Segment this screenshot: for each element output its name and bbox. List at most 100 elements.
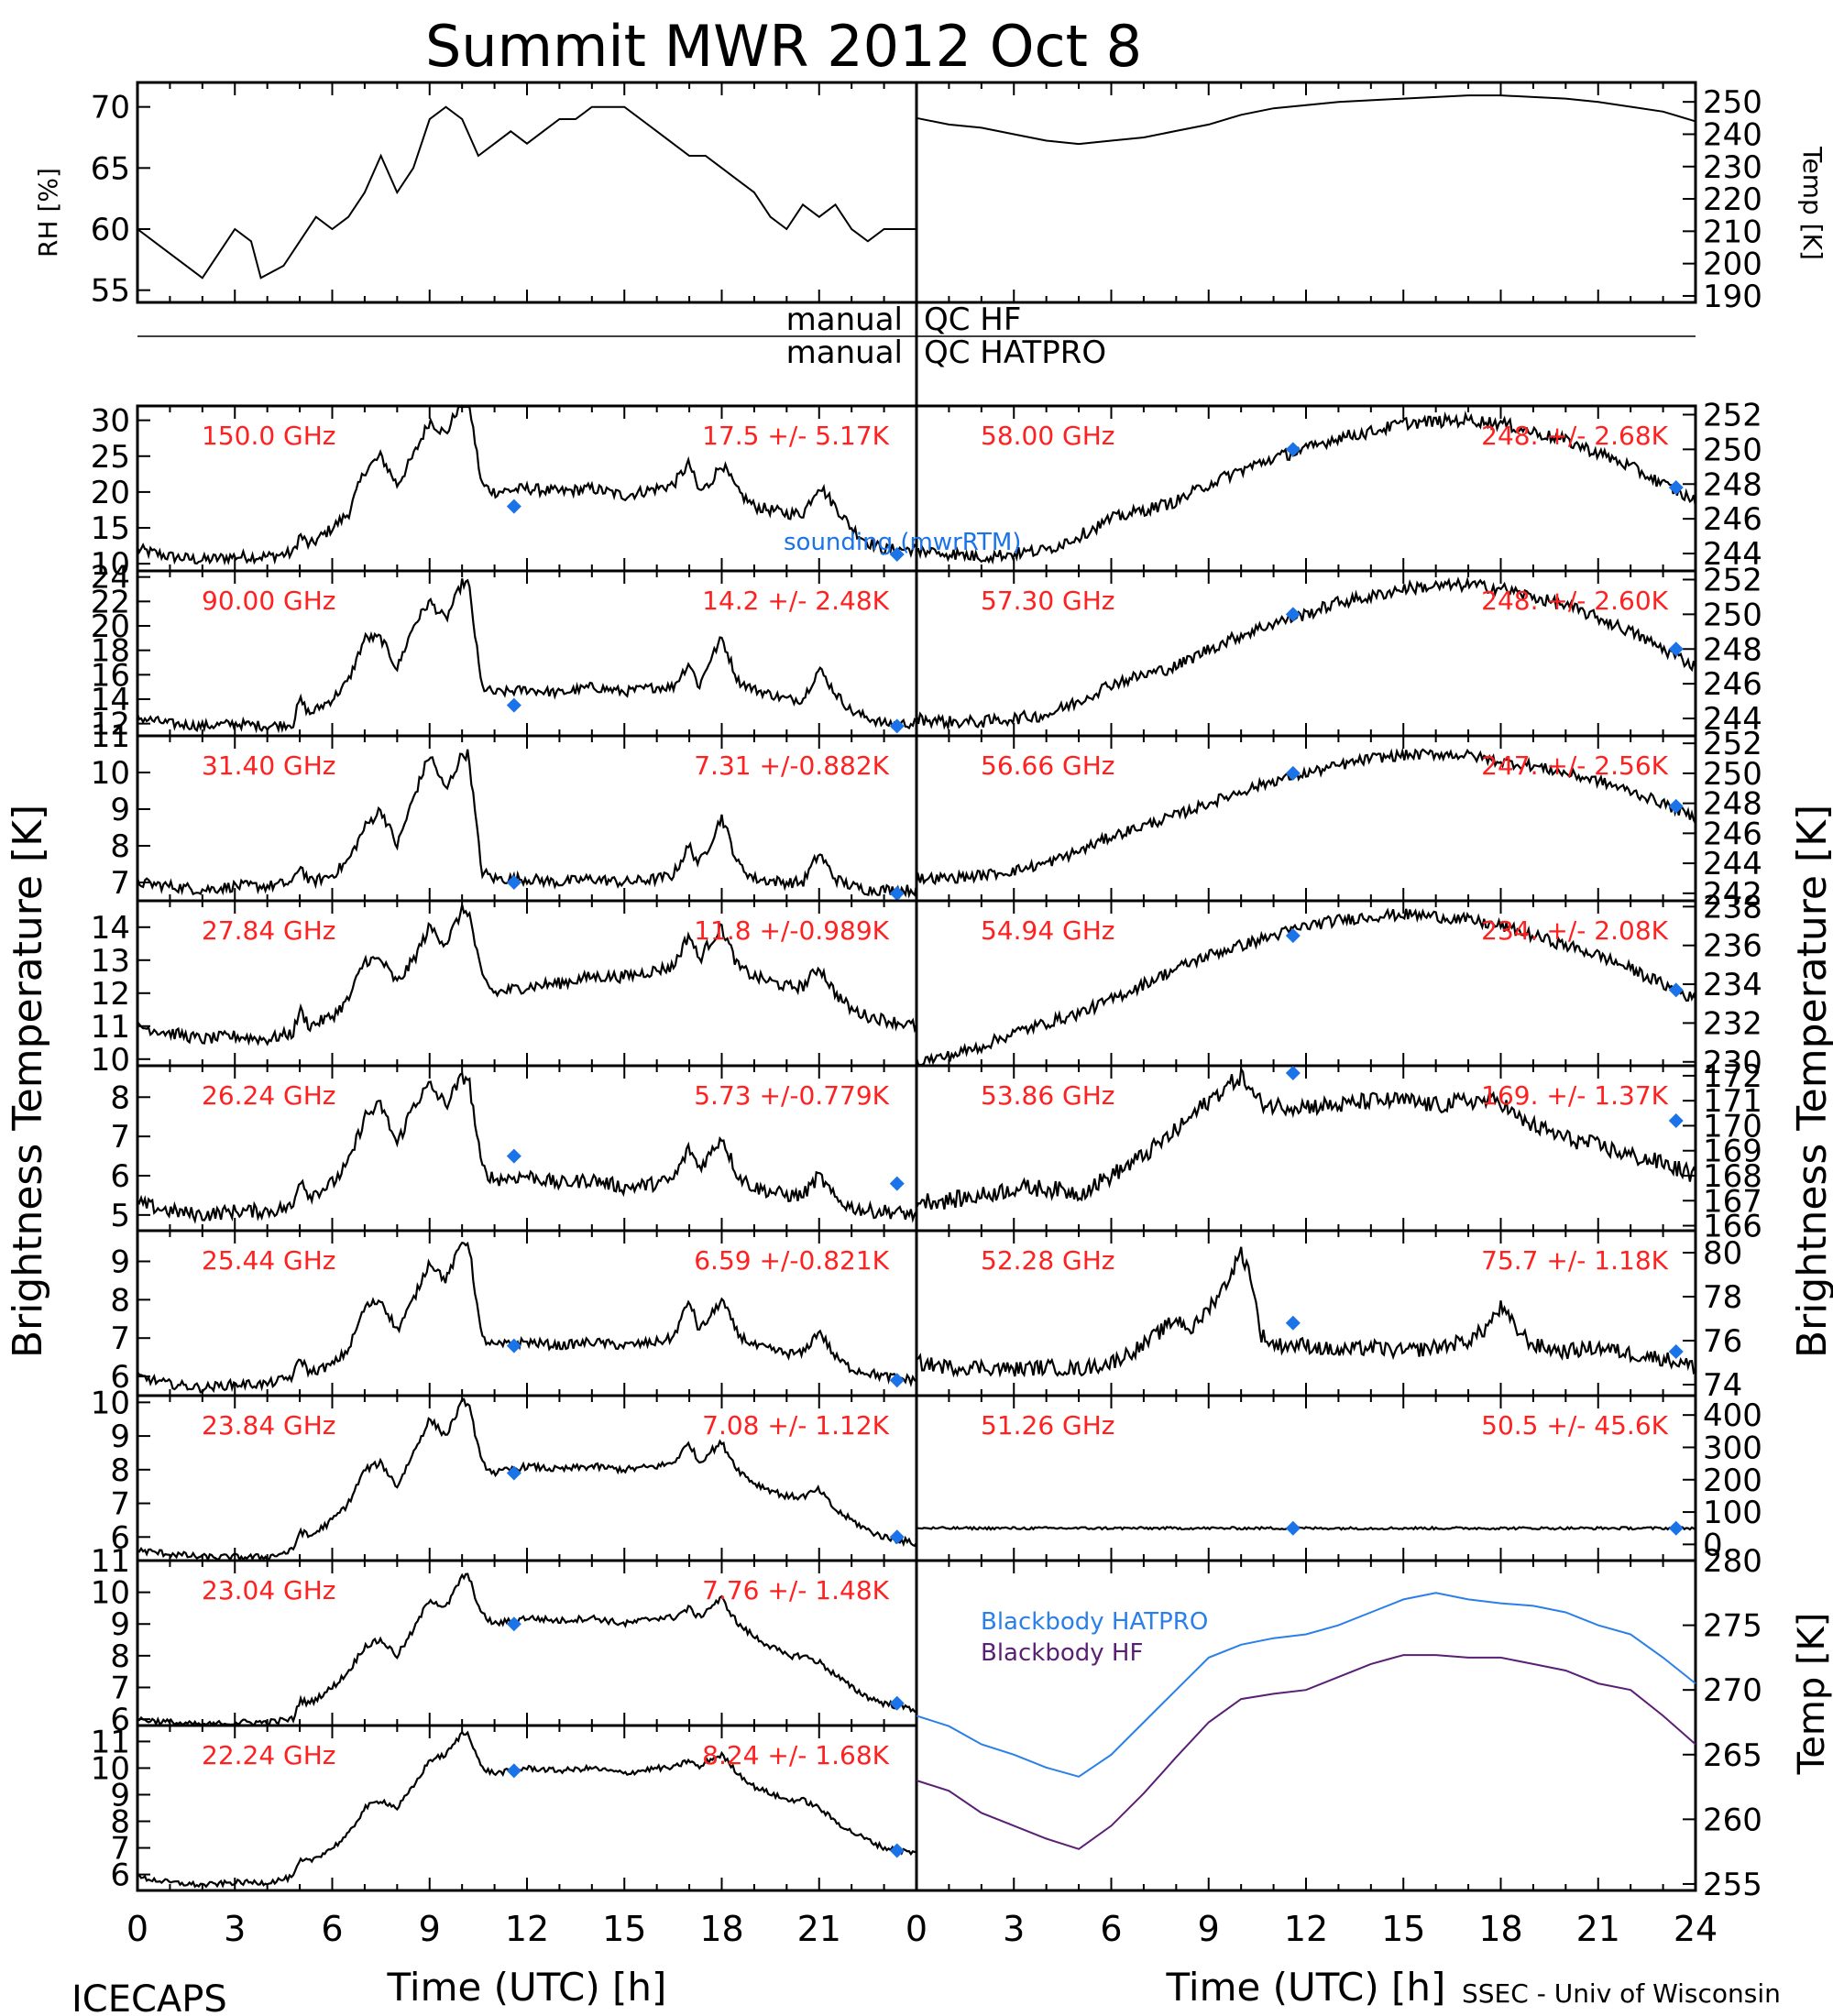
y-tick-label: 232 (1703, 1005, 1762, 1042)
channel-label: 150.0 GHz (202, 421, 336, 451)
y-tick-label: 248 (1703, 786, 1762, 823)
qc-hatpro-label: QC HATPRO (924, 334, 1106, 371)
series-line-trace (916, 1525, 1696, 1531)
y-tick-label: 24 (91, 560, 130, 597)
y-tick-label: 10 (91, 755, 130, 792)
y-tick-label: 11 (91, 718, 130, 755)
x-tick-label: 18 (699, 1909, 743, 1949)
channel-label: 23.04 GHz (202, 1575, 336, 1605)
x-tick-label: 15 (1381, 1909, 1425, 1949)
sounding-marker (1668, 1520, 1684, 1536)
y-tick-label: 60 (91, 212, 130, 248)
x-tick-label: 3 (224, 1909, 246, 1949)
figure-title: Summit MWR 2012 Oct 8 (425, 13, 1142, 80)
y-tick-label: 248 (1703, 631, 1762, 668)
y-tick-label: 11 (91, 1724, 130, 1760)
y-tick-label: 6 (110, 1702, 130, 1738)
y-tick-label: 246 (1703, 501, 1762, 538)
sounding-marker (506, 1616, 521, 1632)
y-tick-label: 250 (1703, 756, 1762, 793)
y-tick-label: 7 (110, 1831, 130, 1868)
x-tick-label: 21 (797, 1909, 841, 1949)
sounding-marker (1285, 1520, 1301, 1536)
channel-label: 52.28 GHz (981, 1245, 1115, 1276)
x-tick-label: 24 (1674, 1909, 1718, 1949)
sounding-marker (506, 875, 521, 890)
y-tick-label: 167 (1703, 1183, 1762, 1220)
y-tick-label: 236 (1703, 928, 1762, 965)
sounding-marker (1668, 982, 1684, 998)
channel-label: 23.84 GHz (202, 1410, 336, 1441)
y-tick-label: 9 (110, 1606, 130, 1643)
channel-label: 90.00 GHz (202, 586, 336, 616)
y-tick-label: 255 (1703, 1867, 1762, 1903)
x-tick-label: 12 (505, 1909, 549, 1949)
y-tick-label: 6 (110, 1857, 130, 1894)
qc-hf-label: QC HF (924, 301, 1021, 338)
y-tick-label: 8 (110, 1638, 130, 1675)
panel-temp-bottom: 255 260 265 270 275 280 (915, 1543, 1762, 1903)
y-tick-label: 252 (1703, 726, 1762, 762)
y-tick-label: 10 (91, 1750, 130, 1787)
series-line-trace (136, 578, 917, 734)
panel-rh: 55 60 65 70 (91, 81, 918, 310)
sounding-marker (889, 886, 905, 901)
stat-label: 50.5 +/- 45.6K (1481, 1410, 1668, 1441)
stat-label: 169. +/- 1.37K (1481, 1080, 1668, 1111)
series-line-trace (136, 405, 917, 566)
stat-label: 234. +/- 2.08K (1481, 915, 1668, 946)
series-line-trace (915, 1066, 1696, 1210)
channel-label: 27.84 GHz (202, 915, 336, 946)
channel-label: 57.30 GHz (981, 586, 1115, 616)
qc-hf-manual-label: manual (786, 301, 903, 338)
y-tick-label: 6 (110, 1158, 130, 1195)
stat-label: 14.2 +/- 2.48K (702, 586, 889, 616)
sounding-label: sounding (mwrRTM) (784, 529, 1021, 556)
y-tick-label: 25 (91, 439, 130, 476)
sounding-marker (1285, 442, 1301, 457)
y-tick-label: 200 (1703, 1463, 1762, 1499)
y-axis-label-right: Brightness Temperature [K] (1789, 805, 1833, 1358)
channel-label: 54.94 GHz (981, 915, 1115, 946)
sounding-marker (889, 547, 905, 562)
temp-bottom-axis-label: Temp [K] (1791, 1613, 1833, 1776)
sounding-marker (1668, 1344, 1684, 1359)
series-line-trace (137, 1730, 917, 1889)
y-tick-label: 14 (91, 682, 130, 718)
y-tick-label: 8 (110, 1079, 130, 1116)
sounding-marker (1285, 1315, 1301, 1331)
channel-label: 25.44 GHz (202, 1245, 336, 1276)
channel-label: 26.24 GHz (202, 1080, 336, 1111)
x-tick-label: 12 (1284, 1909, 1328, 1949)
stat-label: 75.7 +/- 1.18K (1481, 1245, 1668, 1276)
series-line-trace (136, 749, 918, 900)
footer-right: SSEC - Univ of Wisconsin (1462, 1978, 1781, 2009)
sounding-marker (1668, 798, 1684, 814)
sounding-marker (506, 1338, 521, 1353)
stat-label: 7.76 +/- 1.48K (702, 1575, 889, 1605)
sounding-marker (1668, 480, 1684, 496)
y-tick-label: 6 (110, 1359, 130, 1396)
y-tick-label: 15 (91, 510, 130, 547)
channel-label: 58.00 GHz (981, 421, 1115, 451)
sounding-marker (889, 718, 905, 734)
y-tick-label: 80 (1703, 1235, 1742, 1272)
y-tick-label: 20 (91, 475, 130, 511)
y-tick-label: 270 (1703, 1672, 1762, 1709)
series-line-trace (916, 94, 1696, 146)
sounding-marker (506, 697, 521, 713)
sounding-marker (506, 1465, 521, 1481)
y-tick-label: 252 (1703, 562, 1762, 598)
series-line-trace (916, 1246, 1696, 1378)
y-tick-label: 260 (1703, 1802, 1762, 1838)
y-tick-label: 0 (1703, 1527, 1723, 1563)
y-tick-label: 230 (1703, 149, 1762, 186)
series-line-trace (137, 1070, 917, 1224)
y-tick-label: 244 (1703, 536, 1762, 573)
x-tick-label: 3 (1003, 1909, 1025, 1949)
y-tick-label: 8 (110, 1282, 130, 1319)
y-tick-label: 9 (110, 1419, 130, 1455)
